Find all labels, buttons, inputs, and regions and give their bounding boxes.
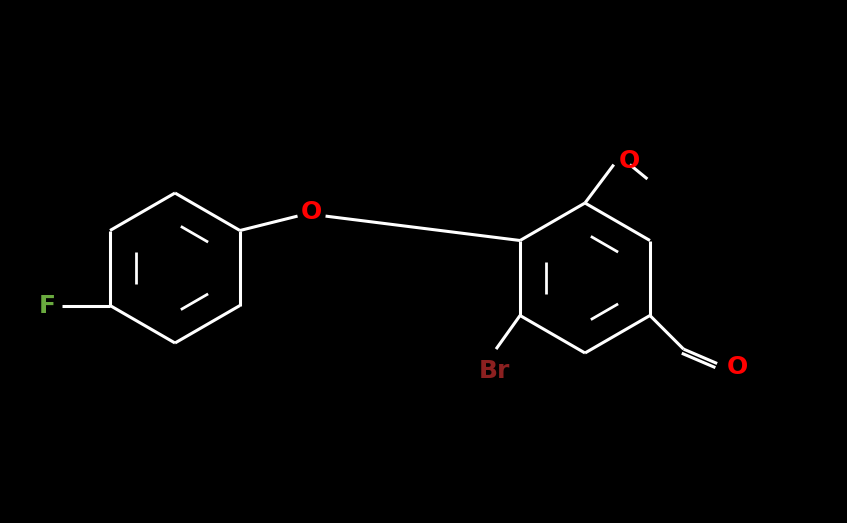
Text: F: F — [39, 293, 56, 317]
Text: O: O — [301, 200, 322, 224]
Text: Br: Br — [479, 359, 510, 383]
Text: O: O — [728, 356, 749, 380]
Text: O: O — [619, 149, 640, 173]
